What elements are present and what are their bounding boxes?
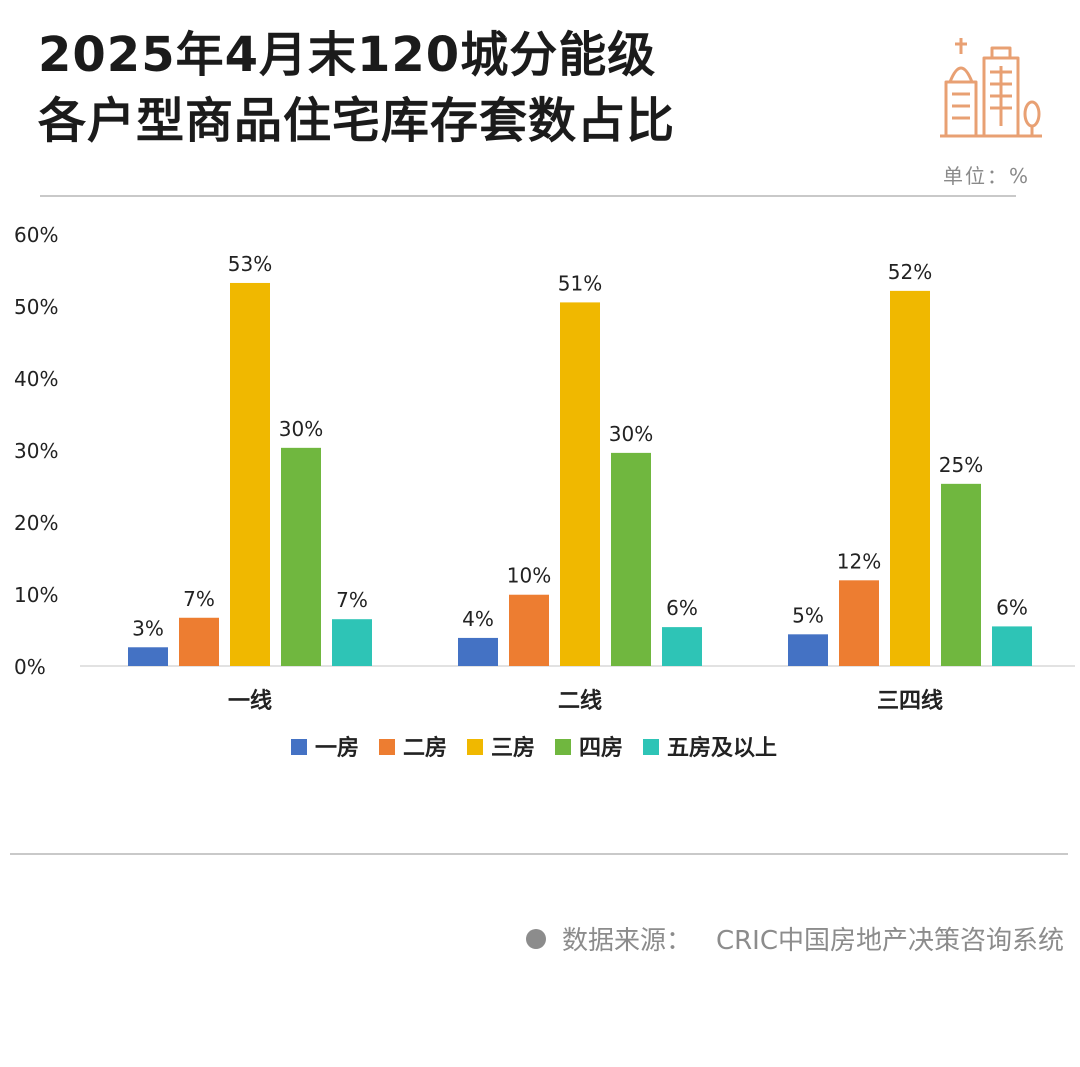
y-tick-label: 0%	[14, 655, 46, 679]
data-label: 7%	[336, 588, 368, 612]
bar	[332, 619, 372, 666]
bar	[788, 634, 828, 666]
unit-label: 单位：%	[942, 164, 1030, 188]
chart-title-line-2: 各户型商品住宅库存套数占比	[38, 93, 676, 149]
chart-title-line-1: 2025年4月末120城分能级	[38, 27, 657, 83]
data-label: 5%	[792, 603, 824, 627]
data-label: 10%	[507, 564, 551, 588]
y-tick-label: 20%	[14, 511, 58, 535]
data-label: 12%	[837, 549, 881, 573]
y-tick-label: 40%	[14, 367, 58, 391]
x-category-label: 三四线	[877, 688, 943, 714]
data-label: 7%	[183, 587, 215, 611]
legend-swatch	[555, 739, 571, 755]
bar	[128, 647, 168, 666]
data-label: 4%	[462, 607, 494, 631]
data-source: 数据来源： CRIC中国房地产决策咨询系统	[525, 920, 1064, 957]
bar	[890, 290, 930, 666]
data-label: 25%	[939, 453, 983, 477]
x-category-label: 一线	[228, 688, 272, 714]
data-label: 30%	[609, 422, 653, 446]
data-label: 53%	[228, 252, 272, 276]
legend-label: 三房	[491, 735, 535, 761]
data-label: 52%	[888, 260, 932, 284]
bar	[839, 580, 879, 666]
y-tick-label: 10%	[14, 583, 58, 607]
y-tick-label: 30%	[14, 439, 58, 463]
data-label: 6%	[996, 595, 1028, 619]
y-tick-label: 60%	[14, 223, 58, 247]
bar	[662, 627, 702, 666]
bar	[281, 447, 321, 666]
bottom-divider	[10, 853, 1068, 855]
data-label: 3%	[132, 616, 164, 640]
legend-swatch	[467, 739, 483, 755]
bar-chart: 0% 10% 20% 30% 40% 50% 60% 3% 7% 53% 30% 7% 一线 4% 10% 5…	[14, 223, 1075, 761]
top-divider	[40, 195, 1016, 197]
legend-swatch	[379, 739, 395, 755]
data-label: 51%	[558, 271, 602, 295]
legend-swatch	[291, 739, 307, 755]
data-source-text: CRIC中国房地产决策咨询系统	[715, 926, 1064, 956]
legend-label: 四房	[579, 735, 623, 761]
y-tick-label: 50%	[14, 295, 58, 319]
bar	[611, 452, 651, 666]
city-buildings-icon	[940, 38, 1042, 138]
bar	[509, 594, 549, 666]
x-category-label: 二线	[558, 688, 602, 714]
data-label: 6%	[666, 596, 698, 620]
legend-label: 一房	[315, 735, 359, 761]
data-label: 30%	[279, 417, 323, 441]
bar	[560, 302, 600, 666]
legend-swatch	[643, 739, 659, 755]
data-source-label: 数据来源：	[561, 926, 692, 956]
bar	[941, 483, 981, 666]
bullet-dot-icon	[525, 928, 546, 949]
bar	[992, 626, 1032, 666]
bar	[458, 637, 498, 666]
bar	[179, 617, 219, 666]
legend-label: 二房	[403, 735, 447, 761]
bar	[230, 282, 270, 666]
legend-label: 五房及以上	[667, 735, 777, 761]
chart-title: 2025年4月末120城分能级 各户型商品住宅库存套数占比	[38, 22, 675, 154]
